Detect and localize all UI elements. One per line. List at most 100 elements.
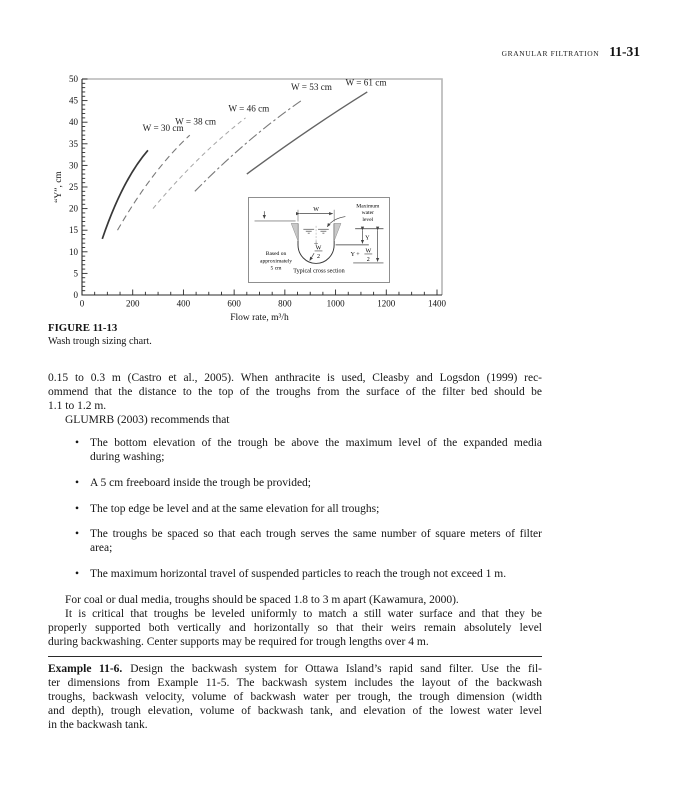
- figure-caption: Wash trough sizing chart.: [48, 336, 152, 347]
- text-line: ter dimensions from Example 11-5. The ba…: [48, 677, 542, 689]
- y-axis-label: “Y”, cm: [54, 171, 64, 203]
- bullet-item: • The troughs be spaced so that each trou…: [48, 527, 542, 555]
- example-text-start: Design the backwash system for Ottawa Is…: [130, 662, 543, 675]
- max-water-level-arrow: [327, 216, 346, 228]
- svg-text:400: 400: [177, 299, 191, 309]
- wash-trough-sizing-chart: 0 5 10 15 20 25 30 35 40 45 50 0 200 400 600 800 1000 120…: [45, 66, 455, 324]
- svg-text:1000: 1000: [327, 299, 346, 309]
- max-water-label-2: water: [362, 210, 374, 216]
- svg-text:600: 600: [227, 299, 241, 309]
- svg-text:0: 0: [80, 299, 85, 309]
- y-axis: 0 5 10 15 20 25 30 35 40 45 50: [69, 74, 88, 300]
- inset-caption: Typical cross section: [293, 269, 344, 275]
- figure-label: FIGURE 11-13: [48, 322, 118, 334]
- svg-text:50: 50: [69, 74, 79, 84]
- bullet-text: A 5 cm freeboard inside the trough be pr…: [90, 476, 542, 490]
- curve-label-2: W = 46 cm: [228, 103, 269, 113]
- svg-text:10: 10: [69, 247, 79, 257]
- bullet-marker: •: [75, 502, 80, 515]
- text-line: in the backwash tank.: [48, 719, 148, 732]
- text-line: properly supported both vertically and h…: [48, 621, 542, 634]
- text-line: 0.15 to 0.3 m (Castro et al., 2005). Whe…: [48, 372, 542, 384]
- text-line: during washing;: [90, 451, 165, 464]
- paragraph-glumrb: GLUMRB (2003) recommends that: [65, 414, 230, 427]
- y-dimension-label: Y: [365, 236, 370, 242]
- radius-arrow: [309, 253, 315, 261]
- example-block: Example 11-6. Design the backwash system …: [48, 662, 542, 732]
- bullet-text: The maximum horizontal travel of suspend…: [90, 567, 542, 581]
- text-line: It is critical that troughs be leveled u…: [65, 607, 542, 620]
- svg-text:20: 20: [69, 204, 79, 214]
- trough-outline: [297, 223, 335, 264]
- freeboard-label-3: 5 cm: [271, 265, 283, 271]
- freeboard-label-1: Based on: [266, 251, 287, 257]
- trough-cross-section-inset: W Maximu: [248, 197, 390, 283]
- curve-label-3: W = 53 cm: [291, 82, 332, 92]
- inner-fraction-denominator: 2: [317, 254, 320, 260]
- y-plus-label: Y +: [351, 252, 361, 258]
- example-first-line: Example 11-6. Design the backwash system …: [48, 662, 542, 676]
- text-line: The top edge be level and at the same el…: [90, 502, 380, 515]
- example-divider-rule: [48, 655, 542, 657]
- svg-text:25: 25: [69, 182, 79, 192]
- text-line: The bottom elevation of the trough be ab…: [90, 437, 542, 450]
- svg-text:0: 0: [74, 290, 79, 300]
- right-wall-wedge: [333, 223, 342, 242]
- left-wall-wedge: [290, 223, 299, 242]
- text-line: A 5 cm freeboard inside the trough be pr…: [90, 477, 311, 490]
- text-line: and depth), trough elevation, volume of …: [48, 705, 542, 718]
- svg-text:40: 40: [69, 117, 79, 127]
- text-line: 1.1 to 1.2 m.: [48, 400, 107, 413]
- curve-label-4: W = 61 cm: [346, 77, 387, 87]
- svg-text:30: 30: [69, 160, 79, 170]
- paragraph-kawamura: For coal or dual media, troughs should b…: [65, 593, 459, 606]
- x-axis: 0 200 400 600 800 1000 1200 1400: [80, 289, 447, 309]
- water-surface-symbols: [303, 228, 329, 234]
- svg-text:15: 15: [69, 225, 79, 235]
- svg-text:1200: 1200: [377, 299, 396, 309]
- bullet-marker: •: [75, 477, 80, 490]
- curve-w-46-cm: [152, 117, 246, 209]
- text-line: troughs, backwash velocity, volume of ba…: [48, 691, 542, 704]
- fraction-denominator: 2: [367, 257, 370, 263]
- bullet-text: The top edge be level and at the same el…: [90, 502, 542, 516]
- inner-fraction-numerator: W: [316, 246, 322, 252]
- bullet-list: • The bottom elevation of the trough be a…: [48, 436, 542, 581]
- bullet-marker: •: [75, 437, 80, 450]
- bullet-item: • The bottom elevation of the trough be a…: [48, 436, 542, 464]
- max-water-label-3: level: [362, 217, 373, 223]
- svg-text:800: 800: [278, 299, 292, 309]
- body-text: 0.15 to 0.3 m (Castro et al., 2005). Whe…: [48, 371, 542, 732]
- max-water-label-1: Maximum: [356, 203, 380, 209]
- bullet-item: • A 5 cm freeboard inside the trough be p…: [48, 476, 542, 490]
- series-curves: W = 30 cmW = 38 cm W = 46 cm W = 53 cm W = …: [101, 77, 387, 240]
- curve-w-38-cm: [117, 134, 191, 231]
- svg-text:200: 200: [126, 299, 140, 309]
- running-title: GRANULAR FILTRATION: [501, 49, 600, 58]
- text-line: area;: [90, 542, 113, 555]
- bullet-marker: •: [75, 528, 80, 541]
- bullet-item: • The top edge be level and at the same e…: [48, 502, 542, 516]
- cross-section-diagram: W Maximu: [254, 203, 384, 275]
- text-line: The maximum horizontal travel of suspend…: [90, 567, 507, 580]
- curve-label-0: W = 30 cm: [143, 123, 184, 133]
- svg-text:35: 35: [69, 139, 79, 149]
- figure-caption-block: FIGURE 11-13 Wash trough sizing chart.: [48, 322, 152, 347]
- example-text-rest: ter dimensions from Example 11-5. The ba…: [48, 676, 542, 732]
- page-header: GRANULAR FILTRATION 11-31: [502, 44, 640, 60]
- freeboard-label-2: approximately: [260, 258, 292, 264]
- text-line: during backwashing. Center supports may …: [48, 635, 429, 648]
- bullet-item: • The maximum horizontal travel of suspen…: [48, 567, 542, 581]
- curve-label-1: W = 38 cm: [175, 116, 216, 126]
- text-line: The troughs be spaced so that each troug…: [90, 528, 542, 541]
- curve-w-61-cm: [246, 91, 368, 175]
- fraction-numerator: W: [365, 249, 371, 255]
- svg-text:5: 5: [74, 268, 79, 278]
- paragraph-leveling: It is critical that troughs be leveled u…: [48, 607, 542, 649]
- example-label: Example 11-6.: [48, 662, 123, 675]
- curve-w-30-cm: [101, 149, 149, 240]
- plot-frame: [82, 78, 443, 295]
- text-line: ommend that the distance to the top of t…: [48, 386, 542, 399]
- chart-svg: 0 5 10 15 20 25 30 35 40 45 50 0 200 400 600 800 1000 120…: [54, 74, 447, 323]
